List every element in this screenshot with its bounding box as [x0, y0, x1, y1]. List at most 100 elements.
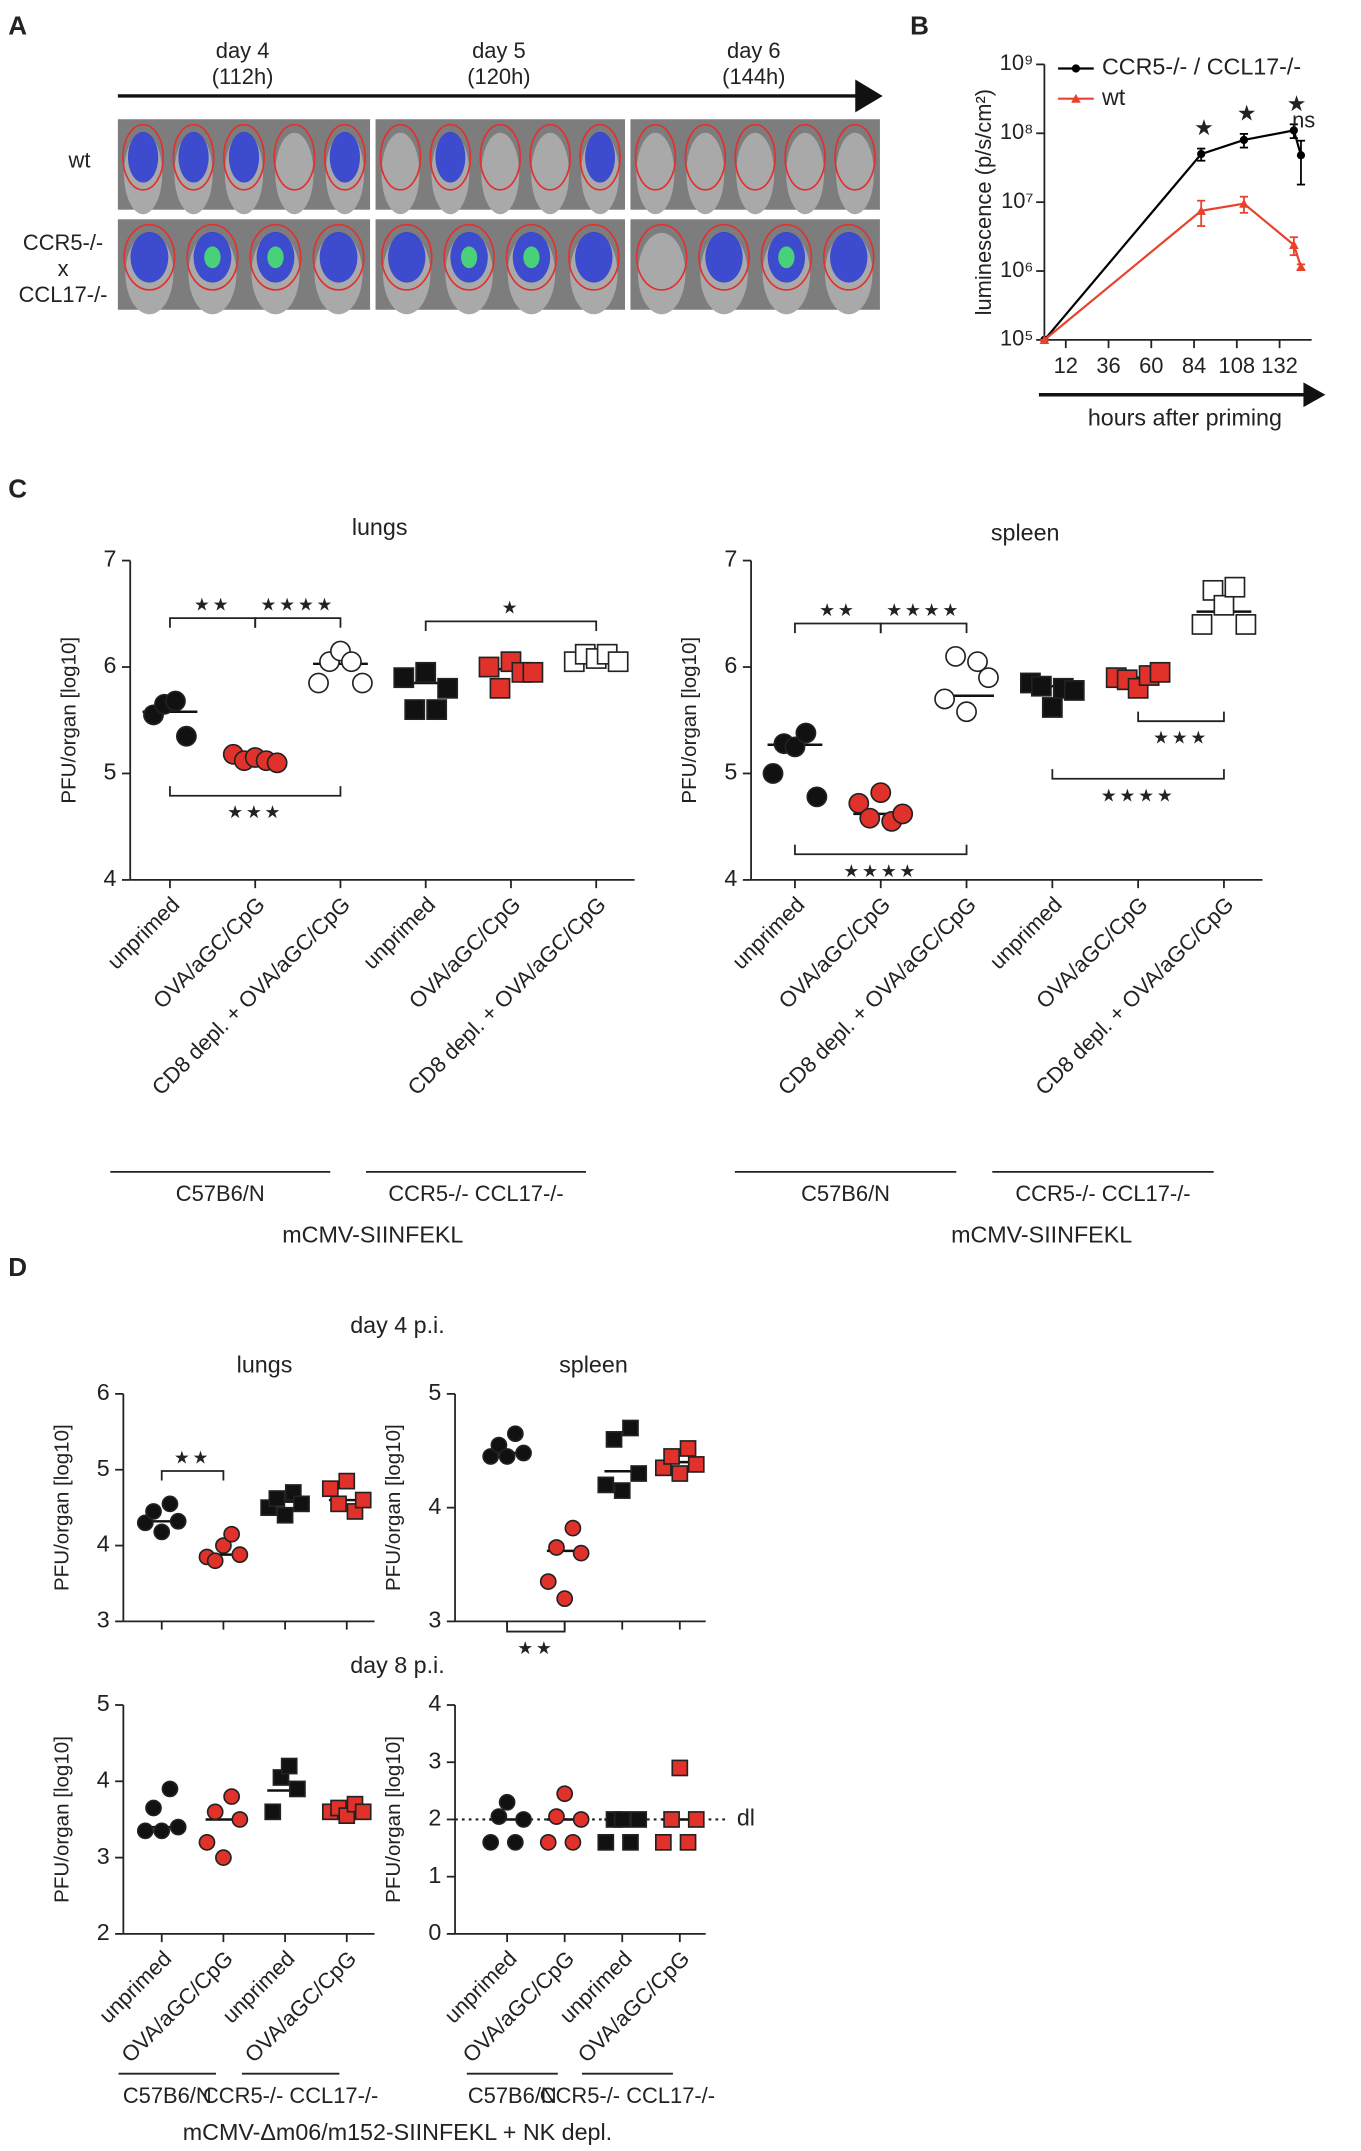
- signal: [705, 231, 743, 283]
- point: [1197, 149, 1206, 159]
- point: [613, 1482, 631, 1499]
- roi: [379, 123, 422, 191]
- point: [1196, 205, 1206, 215]
- mouse-body: [636, 132, 675, 215]
- roi: [529, 123, 571, 191]
- y-tick-label: 4: [428, 1493, 441, 1519]
- signal-core: [778, 246, 795, 269]
- x-arrow-head: [1303, 382, 1326, 408]
- legend-label: CCR5-/- / CCL17-/-: [1102, 54, 1301, 80]
- roi: [273, 123, 316, 191]
- group-label: C57B6/N: [801, 1181, 890, 1206]
- point: [289, 1780, 306, 1798]
- mouse-body: [481, 132, 520, 215]
- timepoint-hours: (144h): [722, 64, 785, 89]
- roi: [568, 223, 620, 291]
- signal: [178, 131, 209, 183]
- row-label: CCL17-/-: [19, 282, 108, 307]
- roi: [734, 123, 776, 191]
- point: [215, 1849, 232, 1866]
- point: [679, 1440, 697, 1457]
- x-axis-label: hours after priming: [1088, 405, 1282, 431]
- y-tick-label: 4: [97, 1531, 110, 1557]
- panel-label: B: [910, 10, 929, 40]
- signal-core: [460, 246, 478, 269]
- footer: mCMV-SIINFEKL: [282, 1221, 463, 1247]
- y-tick-label: 6: [104, 652, 117, 678]
- point: [437, 677, 459, 699]
- y-tick-label: 2: [428, 1805, 441, 1831]
- point: [522, 661, 544, 683]
- point: [351, 672, 373, 694]
- y-tick-label: 4: [104, 865, 117, 891]
- annotation: ★: [1237, 101, 1257, 126]
- y-tick-label: 10⁹: [1000, 50, 1034, 75]
- point: [169, 1512, 187, 1530]
- annotation: ★: [1287, 91, 1307, 116]
- point: [671, 1759, 689, 1777]
- x-tick-label: 108: [1219, 353, 1256, 378]
- roi: [822, 223, 875, 291]
- roi: [380, 223, 433, 291]
- point: [762, 763, 784, 784]
- y-tick-label: 10⁷: [1001, 188, 1033, 213]
- mouse-image: [630, 119, 880, 215]
- significance-bracket: [424, 620, 598, 631]
- point: [393, 667, 415, 689]
- signal: [830, 231, 868, 283]
- point: [321, 1480, 339, 1498]
- y-tick-label: 3: [428, 1747, 441, 1773]
- point: [330, 1495, 347, 1513]
- signal-core: [523, 246, 540, 269]
- significance-label: ★★: [517, 1638, 554, 1658]
- group-label: CCR5-/- CCL17-/-: [203, 2083, 378, 2108]
- signal: [319, 231, 358, 283]
- point: [515, 1444, 532, 1462]
- point: [136, 1514, 154, 1532]
- roi: [249, 223, 302, 291]
- point: [622, 1419, 639, 1437]
- point: [848, 792, 870, 814]
- point: [605, 1431, 623, 1448]
- point: [276, 1506, 294, 1524]
- y-axis-label: PFU/organ [log10]: [382, 1736, 405, 1903]
- y-tick-label: 5: [97, 1690, 110, 1716]
- point: [806, 786, 828, 808]
- y-tick-label: 5: [104, 759, 117, 785]
- x-tick-label: 36: [1096, 353, 1120, 378]
- signal: [329, 131, 360, 183]
- y-tick-label: 4: [724, 865, 737, 891]
- signal: [585, 131, 616, 183]
- point: [498, 1793, 516, 1811]
- point: [630, 1811, 648, 1828]
- mouse-body: [381, 132, 420, 215]
- signal: [435, 131, 466, 183]
- point: [859, 807, 881, 829]
- point: [293, 1495, 310, 1513]
- point: [482, 1833, 500, 1851]
- signal-core: [204, 246, 221, 269]
- detection-limit-label: dl: [737, 1805, 755, 1831]
- point: [870, 782, 892, 804]
- point: [489, 677, 511, 699]
- timepoint-day: day 6: [727, 38, 781, 63]
- y-axis-label: PFU/organ [log10]: [50, 1736, 73, 1903]
- mouse-body: [531, 132, 570, 215]
- point: [1039, 335, 1050, 345]
- point: [1191, 614, 1213, 635]
- mouse-body: [275, 132, 314, 215]
- point: [564, 1519, 582, 1537]
- signal: [388, 231, 426, 283]
- significance-label: ★: [502, 598, 521, 618]
- point: [671, 1465, 689, 1482]
- point: [1224, 576, 1246, 598]
- point: [506, 1425, 524, 1443]
- section-label: day 8 p.i.: [350, 1652, 444, 1678]
- significance-label: ★★: [819, 600, 856, 620]
- point: [572, 1811, 590, 1828]
- y-tick-label: 10⁶: [1000, 257, 1033, 282]
- point: [354, 1491, 372, 1509]
- point: [161, 1780, 179, 1798]
